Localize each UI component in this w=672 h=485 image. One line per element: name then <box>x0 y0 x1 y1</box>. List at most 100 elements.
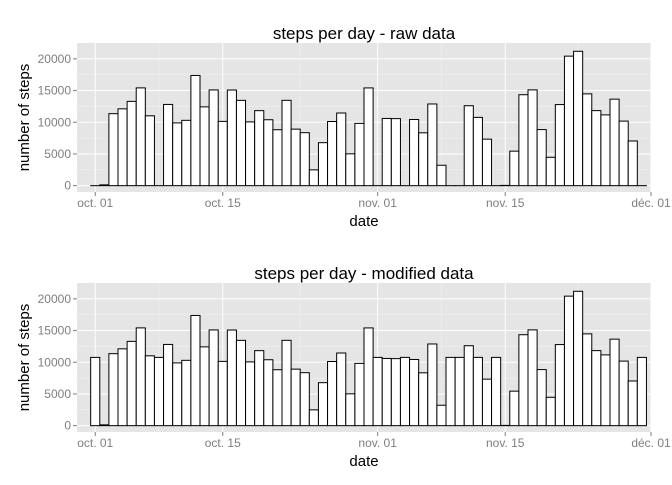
x-axis-ticks: oct. 01 oct. 15 nov. 01 nov. 15 déc. 01 <box>77 436 671 450</box>
bar <box>583 94 592 186</box>
bar <box>410 359 419 425</box>
modified-data-chart: steps per day - modified data 0 5000 100… <box>16 264 671 470</box>
bar <box>145 116 154 186</box>
y-tick-label: 20000 <box>38 292 72 306</box>
x-tick-label: déc. 01 <box>631 436 671 450</box>
y-tick-label: 10000 <box>38 115 72 129</box>
bar <box>382 118 391 185</box>
bar <box>373 357 382 425</box>
y-tick-label: 5000 <box>44 147 71 161</box>
bar <box>145 356 154 426</box>
bar <box>610 339 619 426</box>
bar <box>273 130 282 186</box>
bar <box>574 51 583 185</box>
x-tick-label: oct. 15 <box>205 436 241 450</box>
bar <box>273 370 282 426</box>
x-tick-label: oct. 01 <box>77 436 113 450</box>
bar <box>382 358 391 425</box>
bar <box>519 335 528 426</box>
y-tick-label: 5000 <box>44 387 71 401</box>
x-axis-title: date <box>349 453 378 470</box>
bar <box>309 170 318 186</box>
bar <box>400 357 409 425</box>
y-axis-title: number of steps <box>16 64 33 172</box>
bar <box>127 101 136 185</box>
y-tick-label: 0 <box>64 419 71 433</box>
bar <box>136 88 145 186</box>
bar <box>619 121 628 186</box>
x-tick-label: déc. 01 <box>631 196 671 210</box>
bar <box>337 353 346 426</box>
bar <box>428 104 437 186</box>
bar <box>555 105 564 186</box>
bar <box>100 185 109 186</box>
bar <box>419 373 428 426</box>
bar <box>546 397 555 425</box>
y-tick-label: 15000 <box>38 84 72 98</box>
bar <box>328 122 337 186</box>
y-tick-label: 0 <box>64 179 71 193</box>
bar <box>410 119 419 185</box>
bar <box>200 107 209 186</box>
bar <box>109 354 118 426</box>
bar <box>473 357 482 425</box>
bar <box>355 123 364 185</box>
bar <box>109 114 118 186</box>
bar <box>482 139 491 186</box>
bar <box>154 357 163 425</box>
bar <box>564 56 573 186</box>
x-tick-label: oct. 01 <box>77 196 113 210</box>
chart-title: steps per day - modified data <box>254 264 474 283</box>
bar <box>419 133 428 186</box>
bar <box>218 121 227 185</box>
bar <box>510 391 519 426</box>
bar <box>246 122 255 186</box>
bar <box>610 99 619 186</box>
bar <box>328 362 337 426</box>
bar <box>537 370 546 426</box>
bar <box>482 379 491 426</box>
chart-title: steps per day - raw data <box>273 24 456 43</box>
bar <box>209 90 218 186</box>
bar <box>191 75 200 185</box>
bar <box>164 344 173 425</box>
bar <box>236 100 245 185</box>
bar <box>282 340 291 425</box>
bar <box>227 90 236 186</box>
bar <box>300 133 309 186</box>
bar <box>391 119 400 186</box>
x-tick-label: oct. 15 <box>205 196 241 210</box>
y-axis-ticks: 0 5000 10000 15000 20000 <box>38 52 72 193</box>
bar <box>583 334 592 426</box>
bar <box>346 154 355 186</box>
bar <box>100 425 109 426</box>
bar <box>601 115 610 186</box>
y-tick-label: 20000 <box>38 52 72 66</box>
y-axis-title: number of steps <box>16 304 33 412</box>
bar <box>519 95 528 186</box>
bar <box>209 330 218 426</box>
bar <box>637 357 646 425</box>
bar <box>464 106 473 186</box>
bar <box>236 340 245 425</box>
bar <box>473 117 482 185</box>
bar <box>182 360 191 425</box>
bar <box>346 394 355 426</box>
bar <box>218 361 227 425</box>
bar <box>318 143 327 186</box>
bar <box>528 90 537 186</box>
y-tick-label: 10000 <box>38 355 72 369</box>
bar <box>91 357 100 425</box>
bar <box>300 373 309 426</box>
x-tick-label: nov. 01 <box>358 436 397 450</box>
x-tick-label: nov. 15 <box>486 436 525 450</box>
bar <box>391 359 400 426</box>
bar <box>364 328 373 426</box>
bar <box>127 341 136 425</box>
bar <box>628 381 637 426</box>
x-tick-label: nov. 15 <box>486 196 525 210</box>
bar <box>564 296 573 426</box>
bar <box>291 369 300 426</box>
